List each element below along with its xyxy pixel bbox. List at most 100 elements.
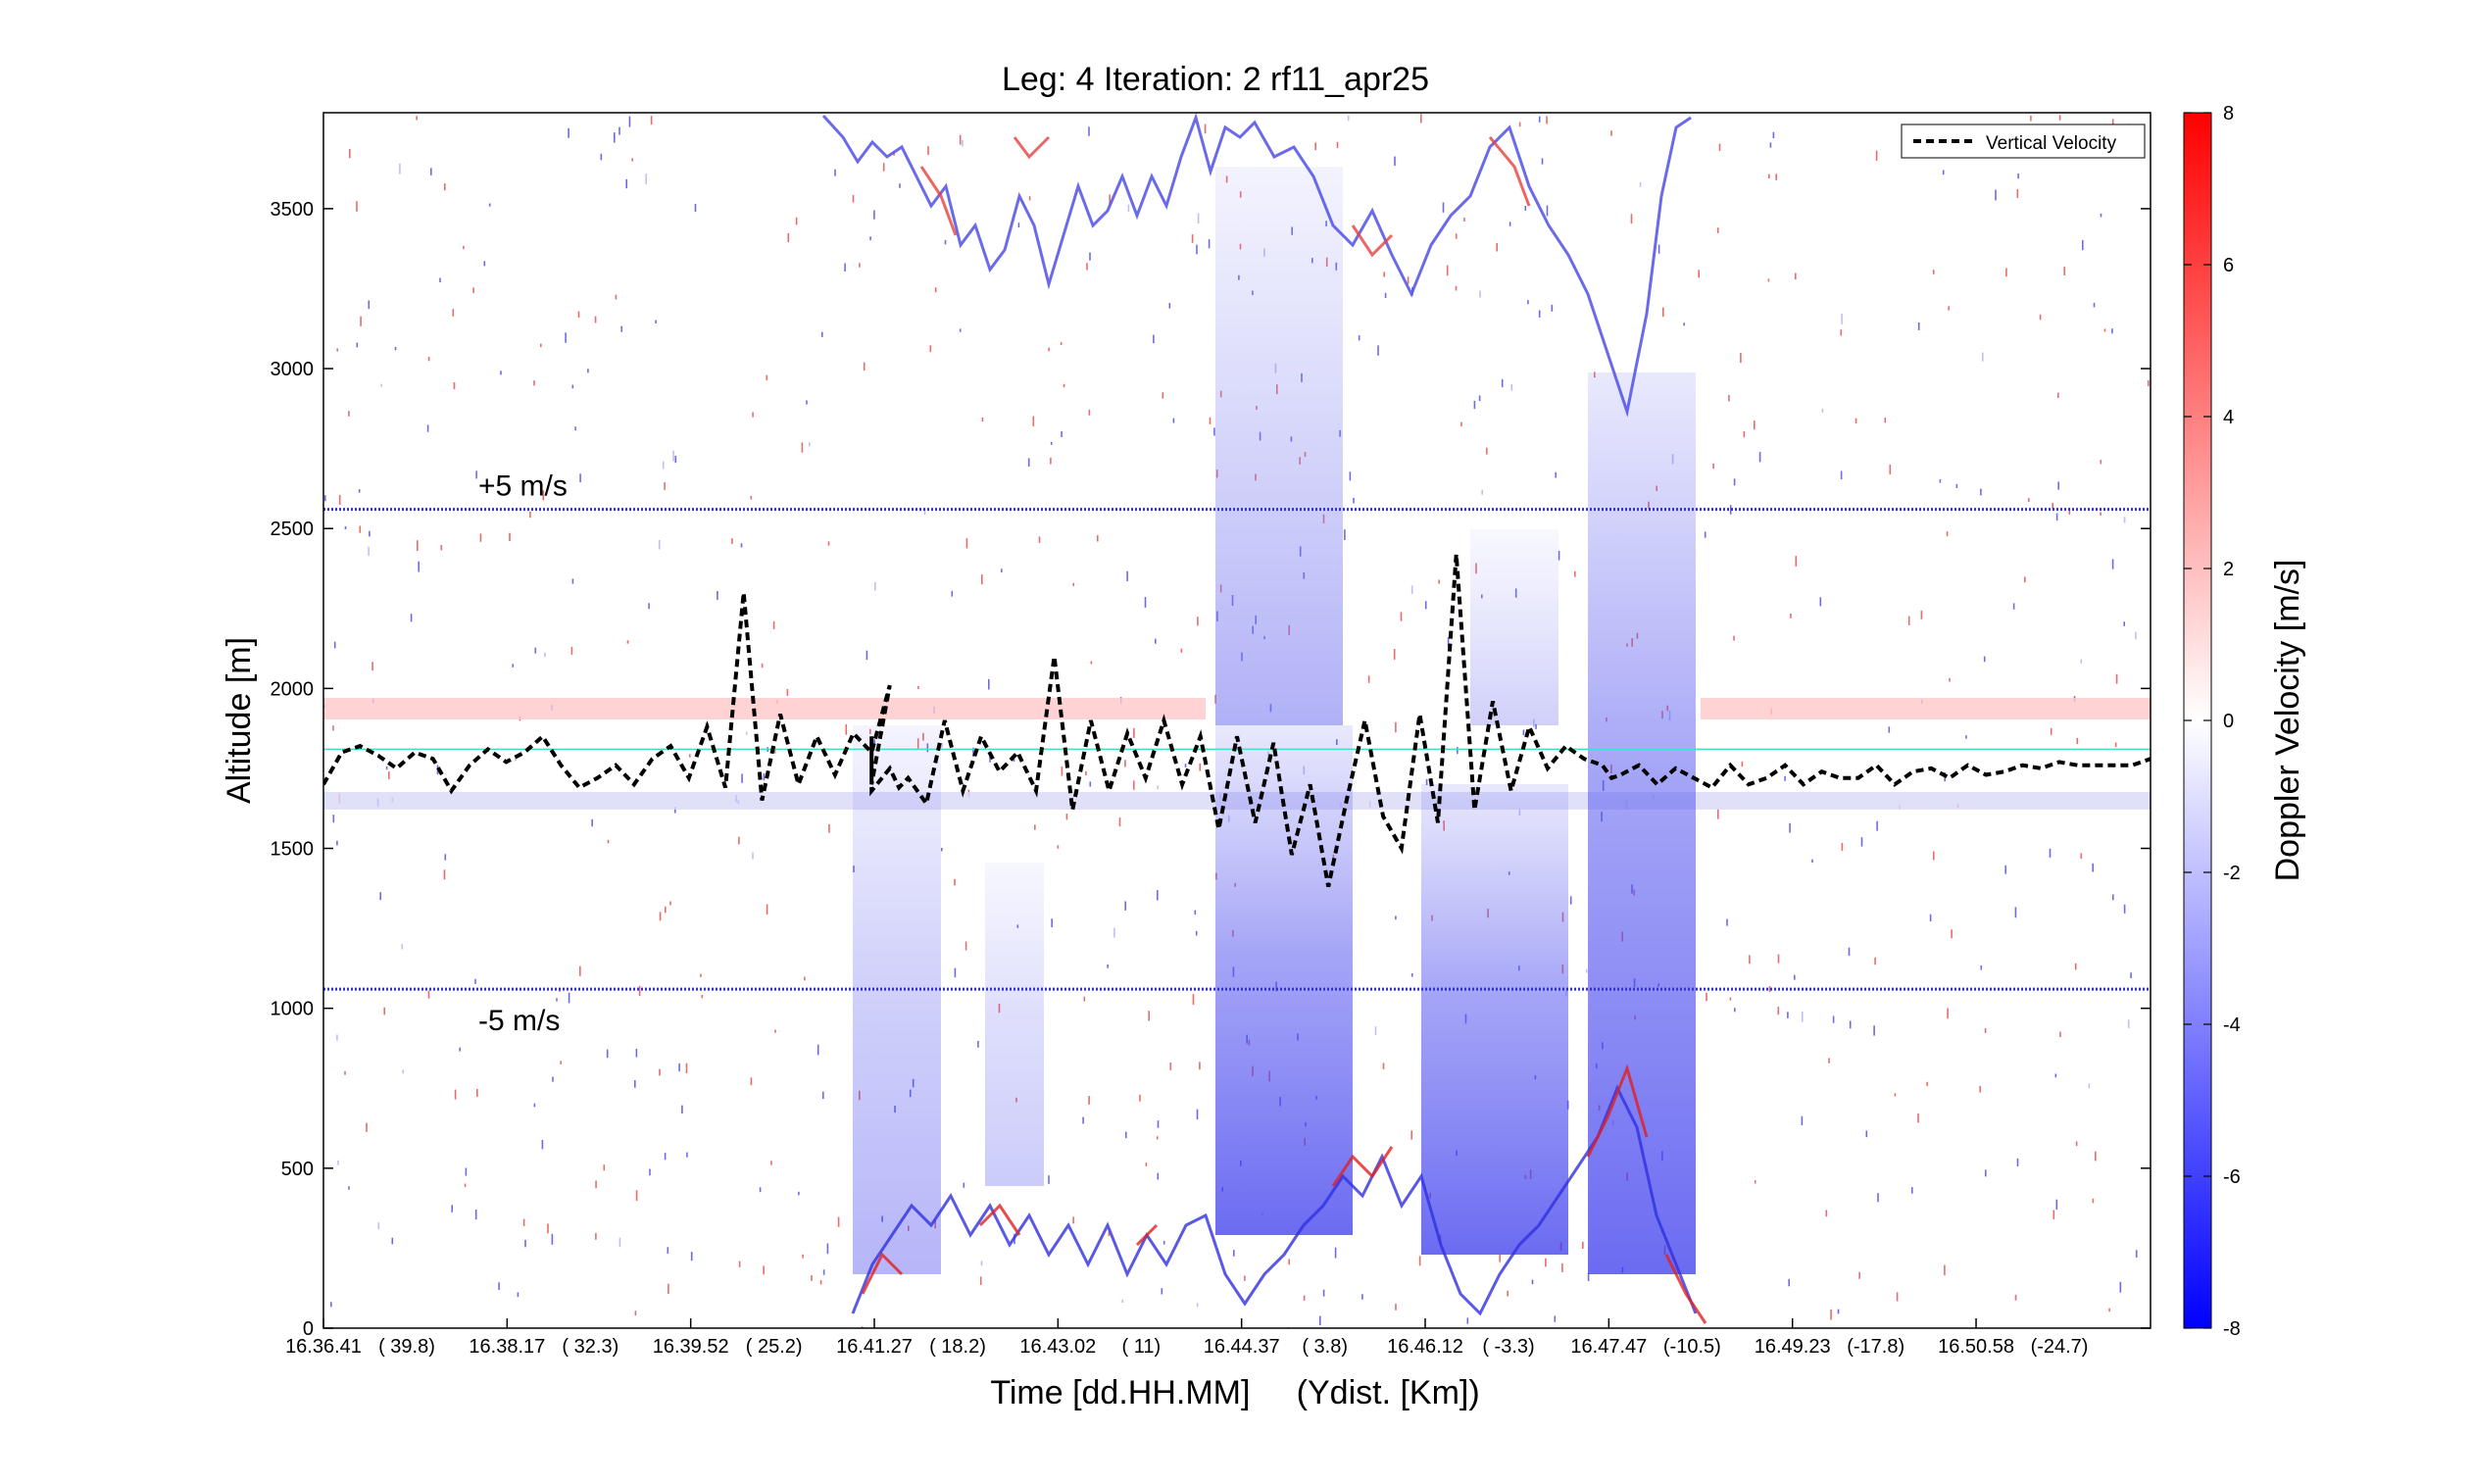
- y-tick-label: 1500: [271, 839, 315, 861]
- speckle: [1841, 843, 1844, 851]
- speckle: [349, 149, 351, 159]
- speckle: [1124, 901, 1126, 911]
- speckle: [394, 347, 397, 351]
- speckle: [1794, 974, 1796, 980]
- speckle: [1478, 395, 1481, 402]
- speckle: [1768, 986, 1771, 992]
- speckle: [1729, 997, 1732, 1001]
- speckle: [826, 1243, 829, 1255]
- speckle: [463, 245, 465, 250]
- speckle: [2068, 507, 2071, 515]
- speckle: [2111, 328, 2113, 334]
- speckle: [1849, 1020, 1852, 1029]
- speckle: [1558, 550, 1560, 561]
- speckle: [472, 287, 474, 293]
- speckle: [2049, 848, 2052, 858]
- speckle: [763, 1265, 765, 1275]
- speckle: [488, 203, 491, 207]
- speckle: [571, 578, 574, 584]
- speckle: [1109, 194, 1111, 205]
- speckle: [1531, 1279, 1534, 1285]
- speckle: [668, 1283, 669, 1294]
- speckle: [2088, 1083, 2091, 1089]
- speckle: [1153, 334, 1155, 344]
- speckle: [882, 163, 885, 172]
- speckle: [1554, 1315, 1557, 1322]
- speckle: [802, 1254, 804, 1259]
- speckle: [1088, 126, 1090, 136]
- speckle: [655, 320, 657, 323]
- speckle: [388, 771, 390, 779]
- speckle: [981, 574, 983, 585]
- speckle: [1125, 1131, 1127, 1139]
- speckle: [344, 525, 347, 530]
- speckle: [1057, 845, 1060, 849]
- speckle: [2052, 503, 2053, 510]
- speckle: [1204, 124, 1207, 134]
- speckle: [440, 545, 443, 551]
- speckle: [664, 1153, 667, 1161]
- speckle: [1775, 173, 1777, 180]
- speckle: [1088, 409, 1091, 416]
- speckle: [1743, 431, 1746, 438]
- speckle: [770, 1161, 772, 1165]
- speckle: [1145, 1162, 1148, 1166]
- speckle: [1139, 1094, 1141, 1102]
- speckle: [1949, 677, 1951, 682]
- speckle: [1347, 115, 1350, 122]
- speckle: [1455, 233, 1458, 239]
- speckle: [2111, 559, 2114, 569]
- speckle: [674, 456, 677, 464]
- speckle: [1089, 252, 1091, 261]
- speckle: [1704, 531, 1706, 538]
- speckle: [459, 1047, 461, 1052]
- surface-trace-red: [861, 1064, 1707, 1324]
- speckle: [2057, 481, 2059, 490]
- speckle: [1920, 610, 1923, 619]
- speckle: [1082, 1116, 1084, 1124]
- speckle: [1768, 173, 1770, 178]
- speckle: [1466, 1317, 1469, 1324]
- speckle: [1118, 817, 1121, 827]
- speckle: [1546, 116, 1548, 124]
- speckle: [427, 356, 430, 362]
- speckle: [1394, 156, 1396, 167]
- speckle: [1754, 420, 1756, 430]
- x-axis: 16.36.41 ( 39.8) 16.38.17 ( 32.3) 16.39.52 ( …: [285, 1318, 2088, 1358]
- x-tick-dist: ( 39.8): [378, 1336, 435, 1358]
- speckle: [529, 511, 531, 519]
- y-tick-label: 2000: [271, 678, 315, 700]
- speckle: [454, 1089, 457, 1100]
- speckle: [1980, 488, 1982, 496]
- speckle: [1510, 384, 1513, 391]
- speckle: [1411, 973, 1413, 977]
- speckle: [659, 1068, 661, 1076]
- y-tick-label: 500: [281, 1159, 314, 1180]
- speckle: [464, 1183, 467, 1187]
- speckle: [1410, 1130, 1412, 1140]
- speckle: [1425, 778, 1428, 785]
- speckle: [540, 343, 542, 348]
- speckle: [1208, 239, 1211, 249]
- colorbar-tick-label: 0: [2223, 711, 2234, 732]
- speckle: [634, 1311, 637, 1316]
- x-tick-dist: ( 18.2): [929, 1336, 986, 1358]
- speckle: [1061, 767, 1063, 776]
- colorbar-label: Doppler Velocity [m/s]: [2269, 560, 2306, 882]
- speckle: [1455, 285, 1458, 291]
- speckle: [2100, 512, 2102, 516]
- speckle: [1395, 721, 1397, 733]
- band-upper-red: [323, 698, 1206, 719]
- speckle: [801, 442, 804, 453]
- speckle: [873, 210, 875, 220]
- speckle: [1155, 638, 1157, 644]
- speckle: [1728, 395, 1730, 402]
- speckle: [385, 766, 388, 770]
- speckle: [399, 163, 401, 174]
- speckle: [1418, 1256, 1421, 1266]
- speckle: [2014, 907, 2017, 918]
- speckle: [416, 116, 418, 121]
- speckle: [1840, 470, 1843, 479]
- speckle: [1951, 929, 1953, 939]
- speckle: [426, 424, 429, 432]
